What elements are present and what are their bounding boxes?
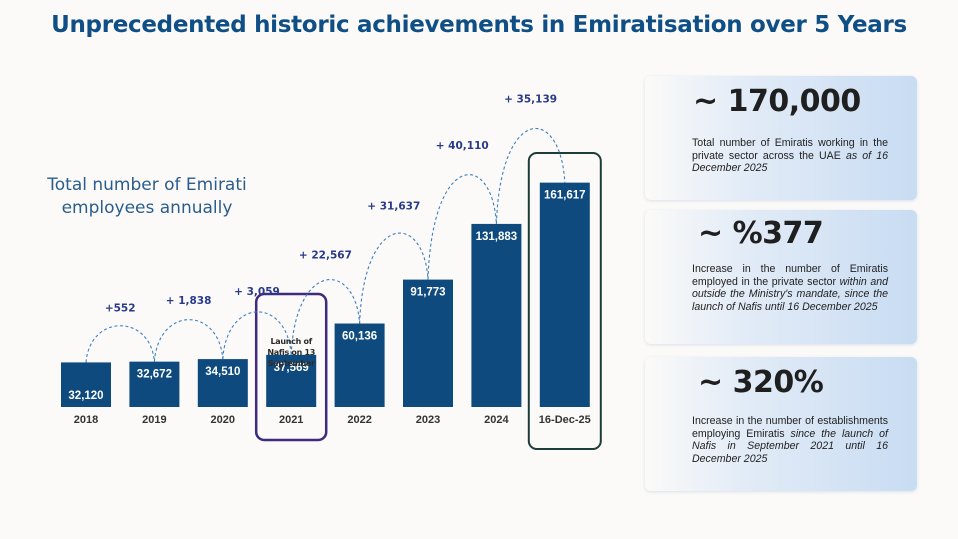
increment-label: +552 — [105, 303, 136, 315]
increment-label: + 35,139 — [504, 94, 557, 106]
category-label: 2019 — [142, 414, 166, 426]
bar — [334, 323, 385, 407]
increment-label: + 3,059 — [234, 286, 280, 298]
bar-value-label: 60,136 — [342, 331, 377, 343]
stat-value-growth: ~ %377 — [698, 216, 824, 251]
bar-value-label: 161,617 — [544, 190, 586, 202]
stat-card-establishments: ~ 320% Increase in the number of establi… — [645, 357, 917, 491]
bar — [129, 361, 180, 407]
stat-description-establishments: Increase in the number of establishments… — [692, 415, 888, 465]
stat-description-employees: Total number of Emiratis working in the … — [692, 137, 888, 175]
bar — [266, 354, 317, 407]
category-label: 2022 — [347, 414, 371, 426]
bar-chart: +552 + 1,838 + 3,059 + 22,567 + 31,637 + 40,1… — [61, 94, 602, 450]
category-label: 16-Dec-25 — [539, 414, 591, 426]
bar-value-label: 131,883 — [476, 231, 518, 243]
stat-description-growth: Increase in the number of Emiratis emplo… — [692, 263, 889, 313]
stat-card-employees: ~ 170,000 Total number of Emiratis worki… — [645, 76, 917, 200]
nafis-annotation: Launch of — [271, 337, 313, 346]
bar — [471, 223, 522, 407]
increment-arc — [153, 319, 224, 362]
increment-label: + 1,838 — [166, 295, 212, 307]
chart-subtitle: Total number of Emirati employees annual… — [47, 175, 247, 218]
increment-arc — [85, 325, 155, 363]
bar — [197, 359, 248, 407]
bar — [403, 279, 453, 407]
bar-value-label: 32,672 — [137, 369, 172, 381]
highlight-frame-2021 — [254, 292, 328, 442]
increment-arc — [290, 279, 361, 355]
nafis-annotation: Nafis on 13 — [267, 348, 315, 357]
category-label: 2018 — [74, 414, 98, 426]
stat-card-growth: ~ %377 Increase in the number of Emirati… — [645, 210, 917, 344]
stat-value-establishments: ~ 320% — [698, 365, 824, 400]
increment-arc — [222, 311, 292, 360]
category-label: 2023 — [416, 414, 440, 426]
stat-value-employees: ~ 170,000 — [693, 84, 861, 119]
increment-arc — [427, 174, 497, 280]
nafis-annotation: September — [268, 359, 315, 368]
highlight-frame-2025 — [527, 152, 602, 450]
bar-value-label: 32,120 — [68, 390, 103, 402]
bar-value-label: 37,569 — [274, 362, 309, 374]
increment-arc — [495, 128, 566, 224]
increment-label: + 40,110 — [436, 140, 489, 152]
bar — [61, 362, 111, 407]
bar-value-label: 91,773 — [410, 287, 445, 299]
bar-value-label: 34,510 — [205, 366, 240, 378]
increment-arc — [359, 232, 429, 324]
increment-label: + 31,637 — [367, 201, 420, 213]
category-label: 2021 — [279, 414, 303, 426]
category-label: 2020 — [211, 414, 235, 426]
increment-label: + 22,567 — [299, 250, 352, 262]
page-title: Unprecedented historic achievements in E… — [51, 12, 907, 38]
bar — [539, 182, 590, 407]
category-label: 2024 — [484, 414, 509, 426]
